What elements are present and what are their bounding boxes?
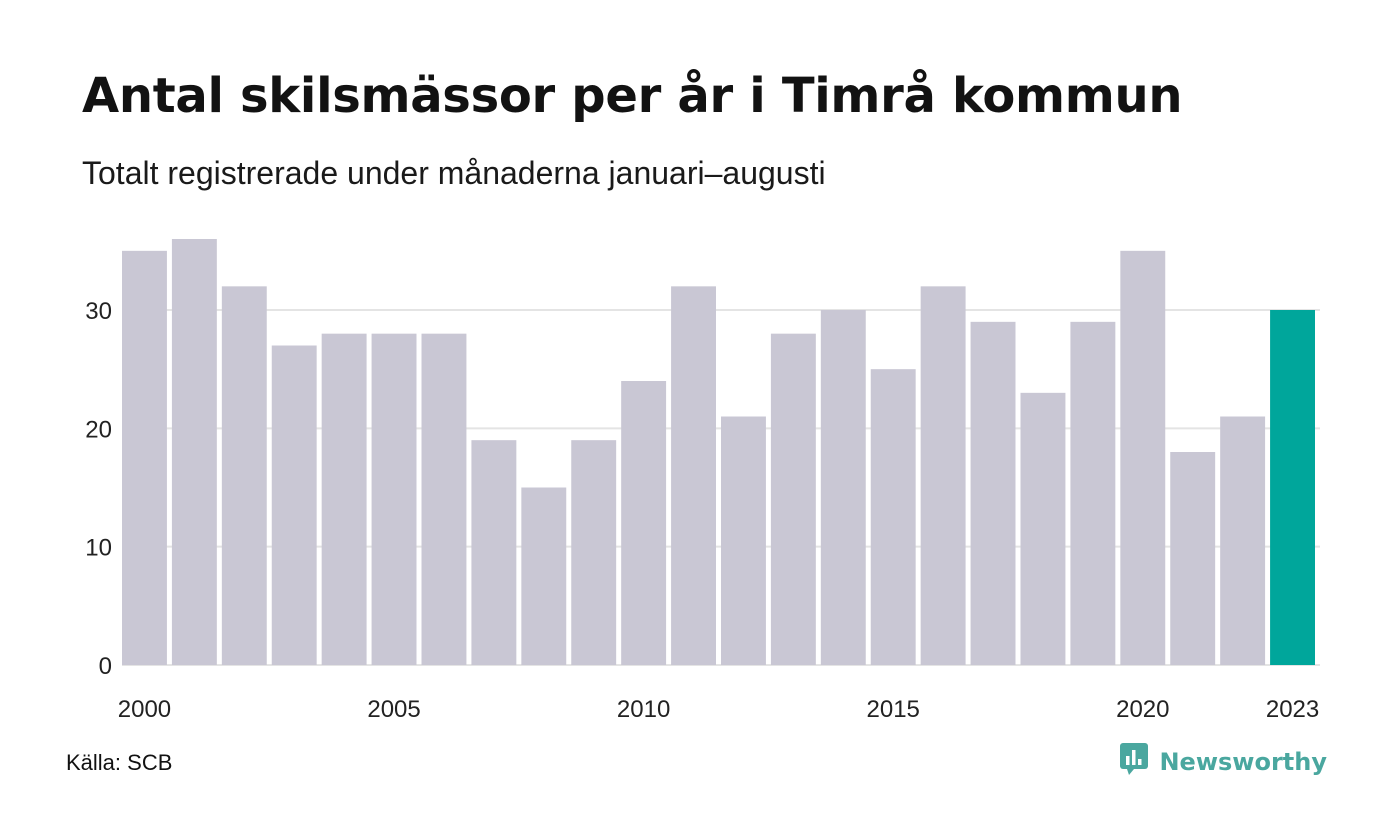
bar-2010 <box>621 381 667 665</box>
newsworthy-logo-icon <box>1119 742 1149 781</box>
x-tick-label: 2000 <box>118 696 171 723</box>
bar-2012 <box>721 416 766 665</box>
bar-2001 <box>171 239 217 665</box>
bar-2018 <box>1020 392 1066 665</box>
y-tick-label: 30 <box>85 298 112 325</box>
bar-2016 <box>920 286 966 665</box>
x-tick-label: 2010 <box>617 696 670 723</box>
y-axis-ticks: 0 10 20 30 <box>85 298 112 680</box>
x-axis-ticks: 2000 2005 2010 2015 2020 2023 <box>118 696 1319 723</box>
bar-2002 <box>221 286 267 665</box>
bar-2011 <box>671 286 716 665</box>
bar-2003 <box>271 345 317 665</box>
bar-2004 <box>321 333 367 665</box>
bar-2015 <box>870 369 916 665</box>
bar-2009 <box>571 440 617 665</box>
bar-2000 <box>122 250 167 665</box>
y-tick-label: 10 <box>85 535 112 562</box>
bar-2019 <box>1070 321 1116 665</box>
bar-2022 <box>1220 416 1266 665</box>
bar-2014 <box>820 310 866 665</box>
bar-2007 <box>471 440 517 665</box>
bar-2013 <box>770 333 816 665</box>
y-tick-label: 0 <box>99 653 112 680</box>
brand-logo[interactable]: Newsworthy <box>1119 742 1327 781</box>
bar-2008 <box>521 487 567 665</box>
bar-2021 <box>1170 452 1216 665</box>
brand-name: Newsworthy <box>1159 747 1327 776</box>
bar-2005 <box>371 333 417 665</box>
x-tick-label: 2005 <box>367 696 420 723</box>
bar-2017 <box>970 321 1016 665</box>
x-tick-label: 2015 <box>867 696 920 723</box>
bar-2023 <box>1270 310 1315 665</box>
bar-2020 <box>1120 250 1166 665</box>
source-note: Källa: SCB <box>66 750 173 775</box>
chart-title: Antal skilsmässor per år i Timrå kommun <box>82 68 1183 124</box>
chart-subtitle: Totalt registrerade under månaderna janu… <box>82 155 826 191</box>
x-tick-label: 2023 <box>1266 696 1319 723</box>
x-tick-label: 2020 <box>1116 696 1169 723</box>
y-tick-label: 20 <box>85 416 112 443</box>
bars <box>122 239 1315 665</box>
bar-2006 <box>421 333 467 665</box>
